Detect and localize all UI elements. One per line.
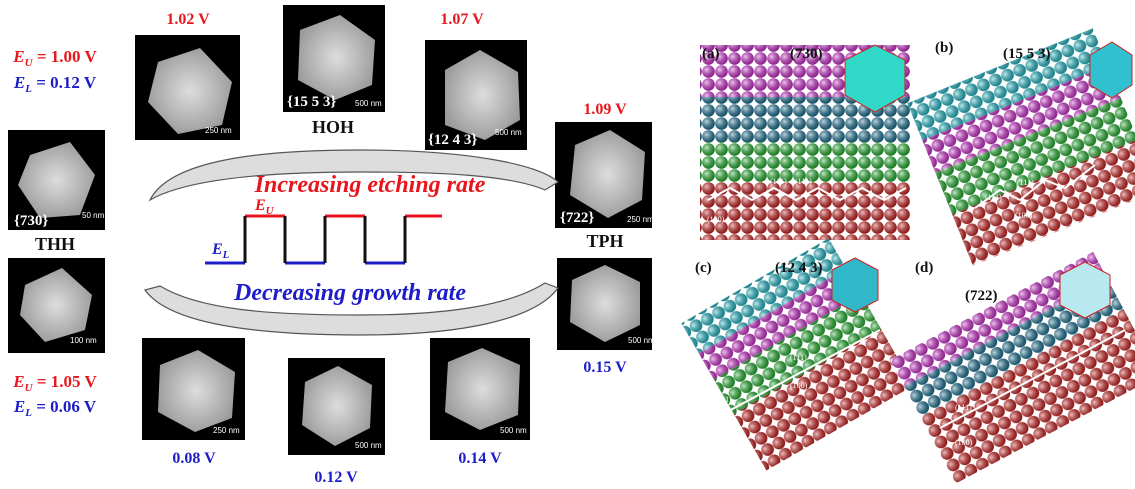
scale-bar: 250 nm [627, 215, 654, 224]
scale-bar: 250 nm [213, 426, 240, 435]
facet-label: (111) [790, 353, 807, 362]
facet-label: (111) [715, 395, 732, 404]
waveform-label: EL [211, 241, 230, 261]
label: E [13, 73, 25, 92]
panel-plane: (730) [790, 46, 823, 62]
panel-letter: (b) [935, 40, 953, 56]
potential: 0.12 V [314, 469, 358, 486]
arrow-label: Decreasing growth rate [233, 280, 466, 306]
label: E [211, 241, 223, 258]
facet-label: (111) [985, 193, 1002, 202]
facet-label: (111) [770, 177, 787, 186]
facet: {15 5 3} [287, 94, 336, 110]
label: = 1.00 V [33, 47, 98, 66]
scale-bar: 50 nm [82, 211, 105, 220]
scale-bar: 500 nm [355, 441, 382, 450]
waveform [205, 216, 442, 263]
shape-name: THH [35, 234, 75, 254]
facet-label: (100) [790, 381, 808, 390]
panel-letter: (d) [915, 260, 933, 276]
scale-bar: 250 nm [205, 126, 232, 135]
potential: EL = 0.06 V [13, 397, 97, 419]
figure: EU = 1.00 V EL = 0.12 V EU = 1.05 V EL =… [0, 0, 1135, 489]
micrograph: 100 nm [8, 258, 105, 353]
facet: {730} [14, 213, 48, 229]
scale-bar: 500 nm [355, 99, 382, 108]
potential: 0.14 V [458, 450, 502, 467]
facet: {12 4 3} [428, 132, 477, 148]
micrograph: {730} 50 nm [8, 130, 105, 230]
panel-plane: (15 5 3) [1003, 46, 1051, 62]
scale-bar: 500 nm [495, 128, 522, 137]
micrograph: 250 nm [142, 338, 245, 440]
potential: 1.02 V [166, 11, 210, 28]
label: = 1.05 V [33, 372, 98, 391]
label: E [13, 397, 25, 416]
facet-label: (100) [1015, 211, 1033, 220]
panel-plane: (722) [965, 288, 998, 304]
shape-name: HOH [312, 117, 354, 137]
panel-letter: (a) [702, 46, 720, 62]
facet-label: (100) [955, 438, 973, 447]
micrograph: {12 4 3} 500 nm [425, 40, 527, 150]
facet: {722} [560, 210, 594, 226]
facet-label: (111) [1017, 178, 1034, 187]
micrograph: 500 nm [288, 358, 385, 455]
panel-plane: (12 4 3) [775, 260, 823, 276]
micrograph: 250 nm [135, 35, 240, 140]
label: = 0.06 V [32, 397, 97, 416]
facet-label: (111) [795, 177, 812, 186]
label: = 0.12 V [32, 73, 97, 92]
micrograph: 500 nm [430, 338, 530, 440]
waveform-label: EU [254, 197, 275, 217]
micrograph: 500 nm [557, 258, 655, 350]
label: L [222, 249, 230, 261]
potential: 1.09 V [583, 101, 627, 118]
panel-letter: (c) [695, 260, 712, 276]
label: E [12, 372, 24, 391]
potential: 0.15 V [583, 359, 627, 376]
label: U [266, 205, 275, 217]
potential: EL = 0.12 V [13, 73, 97, 95]
facet-label: (100) [707, 215, 725, 224]
arrow-label: Increasing etching rate [254, 172, 486, 198]
label: E [254, 197, 266, 214]
atomic-model [700, 45, 910, 240]
scale-bar: 500 nm [500, 426, 527, 435]
potential: EU = 1.05 V [12, 372, 97, 394]
micrograph: {15 5 3} 500 nm [283, 5, 385, 112]
facet-label: (111) [955, 403, 972, 412]
potential: 1.07 V [440, 11, 484, 28]
label: E [12, 47, 24, 66]
shape-name: TPH [586, 231, 623, 251]
scale-bar: 100 nm [70, 336, 97, 345]
potential: 0.08 V [172, 450, 216, 467]
micrograph: {722} 250 nm [555, 122, 654, 228]
scale-bar: 500 nm [628, 336, 655, 345]
potential: EU = 1.00 V [12, 47, 97, 69]
